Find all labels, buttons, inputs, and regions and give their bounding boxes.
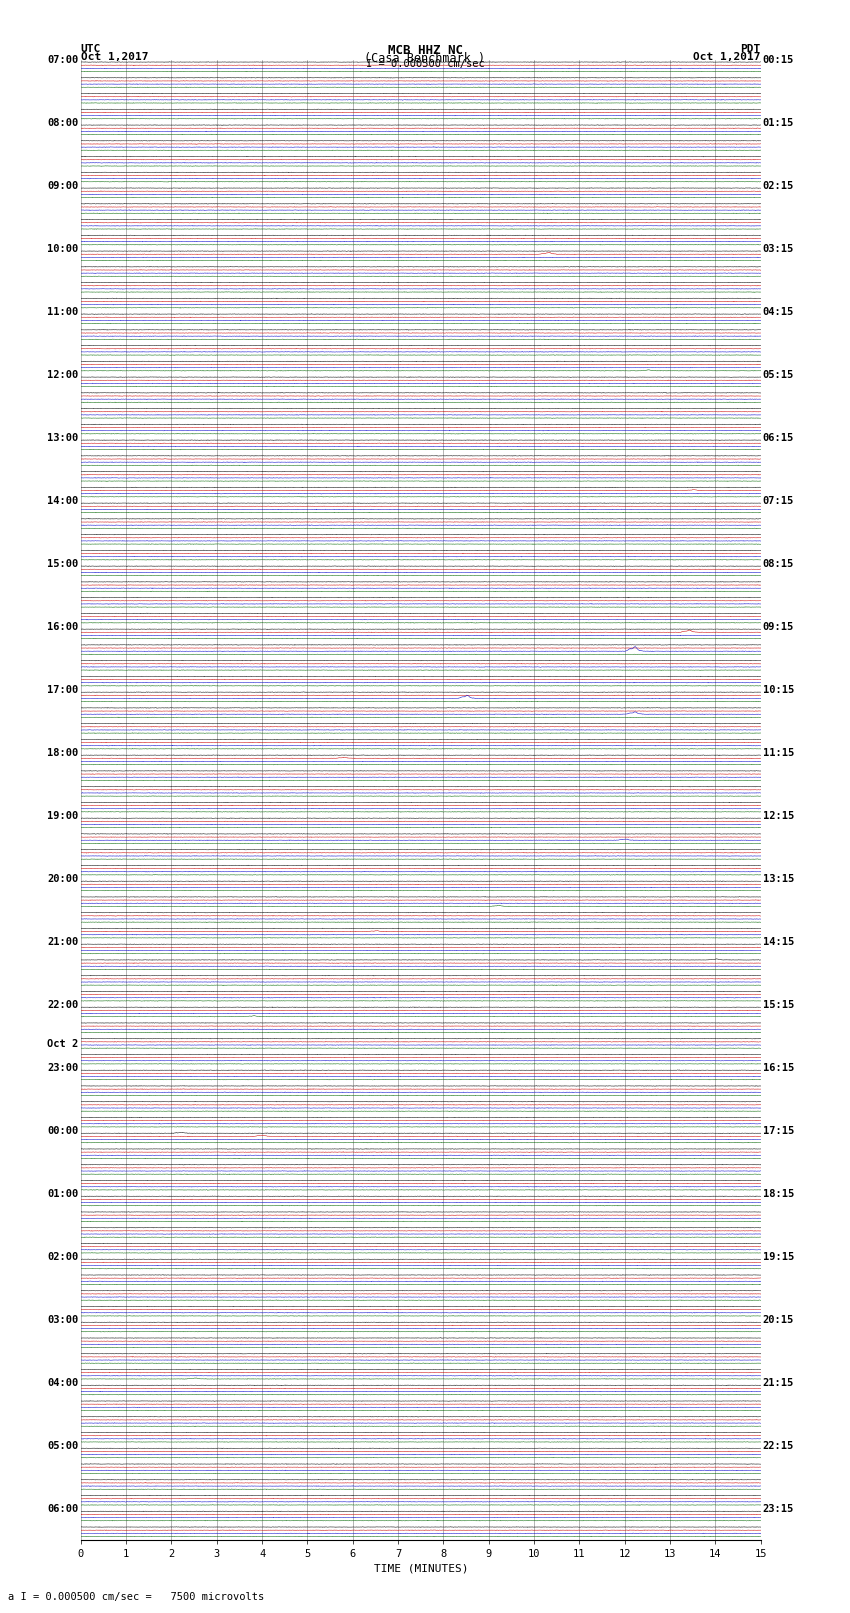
Text: 17:15: 17:15 <box>762 1126 794 1136</box>
Text: 23:00: 23:00 <box>48 1063 79 1073</box>
Text: 17:00: 17:00 <box>48 686 79 695</box>
Text: 09:15: 09:15 <box>762 621 794 632</box>
Text: 03:00: 03:00 <box>48 1315 79 1324</box>
Text: 16:15: 16:15 <box>762 1063 794 1073</box>
Text: 07:00: 07:00 <box>48 55 79 65</box>
Text: 20:00: 20:00 <box>48 874 79 884</box>
Text: 14:00: 14:00 <box>48 495 79 506</box>
Text: 05:15: 05:15 <box>762 369 794 379</box>
Text: 15:00: 15:00 <box>48 558 79 569</box>
Text: MCB HHZ NC: MCB HHZ NC <box>388 44 462 58</box>
Text: 00:00: 00:00 <box>48 1126 79 1136</box>
Text: 16:00: 16:00 <box>48 621 79 632</box>
Text: 06:15: 06:15 <box>762 432 794 442</box>
Text: 13:00: 13:00 <box>48 432 79 442</box>
Text: Oct 2: Oct 2 <box>48 1039 79 1048</box>
Text: Oct 1,2017: Oct 1,2017 <box>694 52 761 61</box>
Text: 02:15: 02:15 <box>762 181 794 190</box>
Text: 10:00: 10:00 <box>48 244 79 253</box>
Text: 01:00: 01:00 <box>48 1189 79 1198</box>
Text: 22:00: 22:00 <box>48 1000 79 1010</box>
Text: 03:15: 03:15 <box>762 244 794 253</box>
Text: 08:15: 08:15 <box>762 558 794 569</box>
Text: 21:00: 21:00 <box>48 937 79 947</box>
Text: 09:00: 09:00 <box>48 181 79 190</box>
Text: 07:15: 07:15 <box>762 495 794 506</box>
Text: 22:15: 22:15 <box>762 1440 794 1452</box>
Text: 10:15: 10:15 <box>762 686 794 695</box>
Text: 12:15: 12:15 <box>762 811 794 821</box>
Text: 19:15: 19:15 <box>762 1252 794 1261</box>
Text: 19:00: 19:00 <box>48 811 79 821</box>
Text: 18:15: 18:15 <box>762 1189 794 1198</box>
Text: 15:15: 15:15 <box>762 1000 794 1010</box>
Text: 12:00: 12:00 <box>48 369 79 379</box>
Text: 00:15: 00:15 <box>762 55 794 65</box>
Text: a I = 0.000500 cm/sec =   7500 microvolts: a I = 0.000500 cm/sec = 7500 microvolts <box>8 1592 264 1602</box>
Text: Oct 1,2017: Oct 1,2017 <box>81 52 148 61</box>
Text: I = 0.000500 cm/sec: I = 0.000500 cm/sec <box>366 58 484 69</box>
Text: UTC: UTC <box>81 44 101 55</box>
Text: 02:00: 02:00 <box>48 1252 79 1261</box>
Text: (Casa Benchmark ): (Casa Benchmark ) <box>365 52 485 65</box>
Text: 20:15: 20:15 <box>762 1315 794 1324</box>
Text: PDT: PDT <box>740 44 761 55</box>
X-axis label: TIME (MINUTES): TIME (MINUTES) <box>373 1563 468 1574</box>
Text: 04:15: 04:15 <box>762 306 794 316</box>
Text: 14:15: 14:15 <box>762 937 794 947</box>
Text: 13:15: 13:15 <box>762 874 794 884</box>
Text: 05:00: 05:00 <box>48 1440 79 1452</box>
Text: 21:15: 21:15 <box>762 1378 794 1387</box>
Text: 18:00: 18:00 <box>48 748 79 758</box>
Text: 01:15: 01:15 <box>762 118 794 127</box>
Text: 11:15: 11:15 <box>762 748 794 758</box>
Text: 04:00: 04:00 <box>48 1378 79 1387</box>
Text: 23:15: 23:15 <box>762 1503 794 1515</box>
Text: 11:00: 11:00 <box>48 306 79 316</box>
Text: 06:00: 06:00 <box>48 1503 79 1515</box>
Text: 08:00: 08:00 <box>48 118 79 127</box>
